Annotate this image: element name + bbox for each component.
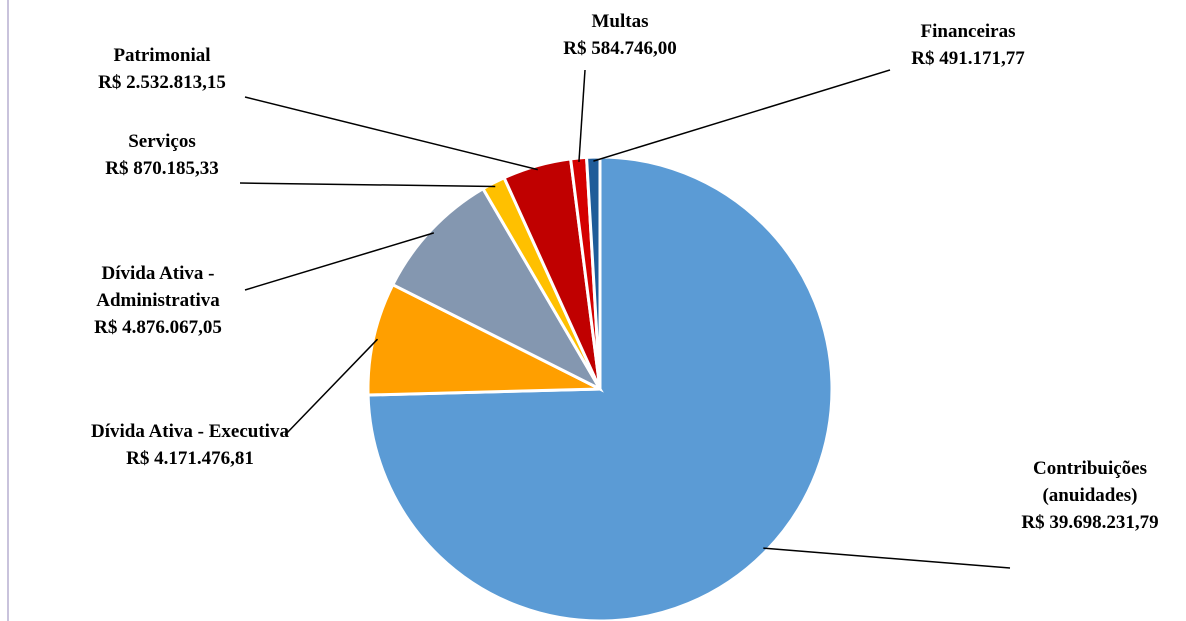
value-label: R$ 39.698.231,79 (1021, 512, 1159, 533)
slice-label: Serviços R$ 870.185,33 (72, 128, 252, 182)
category-name: Financeiras (920, 21, 1016, 42)
value-label: R$ 584.746,00 (563, 38, 677, 59)
category-name: Dívida Ativa - Administrativa (96, 263, 220, 311)
pie-slice (390, 186, 604, 393)
slice-label: Dívida Ativa - Administrativa R$ 4.876.06… (58, 260, 258, 341)
category-name: Dívida Ativa - Executiva (91, 421, 289, 442)
value-label: R$ 4.171.476,81 (126, 448, 254, 469)
slice-label: Multas R$ 584.746,00 (535, 8, 705, 62)
value-label: R$ 870.185,33 (105, 158, 219, 179)
leader-line (284, 338, 379, 436)
slice-label: Dívida Ativa - Executiva R$ 4.171.476,81 (90, 418, 290, 472)
leader-line (244, 232, 435, 291)
leader-line (763, 547, 1011, 569)
leader-line (578, 69, 586, 163)
value-label: R$ 491.171,77 (911, 48, 1025, 69)
category-name: Multas (591, 11, 649, 32)
slice-label: Financeiras R$ 491.171,77 (883, 18, 1053, 72)
slice-label: Patrimonial R$ 2.532.813,15 (72, 42, 252, 96)
category-name: Contribuições (anuidades) (1033, 458, 1147, 506)
leader-line (244, 96, 538, 171)
slice-label: Contribuições (anuidades) R$ 39.698.231,7… (1005, 455, 1175, 536)
category-name: Patrimonial (113, 45, 211, 66)
pie-slice (366, 282, 601, 397)
value-label: R$ 4.876.067,05 (94, 317, 222, 338)
leader-line (239, 182, 496, 188)
category-name: Serviços (128, 131, 196, 152)
value-label: R$ 2.532.813,15 (98, 72, 226, 93)
pie-slice (584, 155, 602, 390)
leader-line (593, 69, 891, 162)
